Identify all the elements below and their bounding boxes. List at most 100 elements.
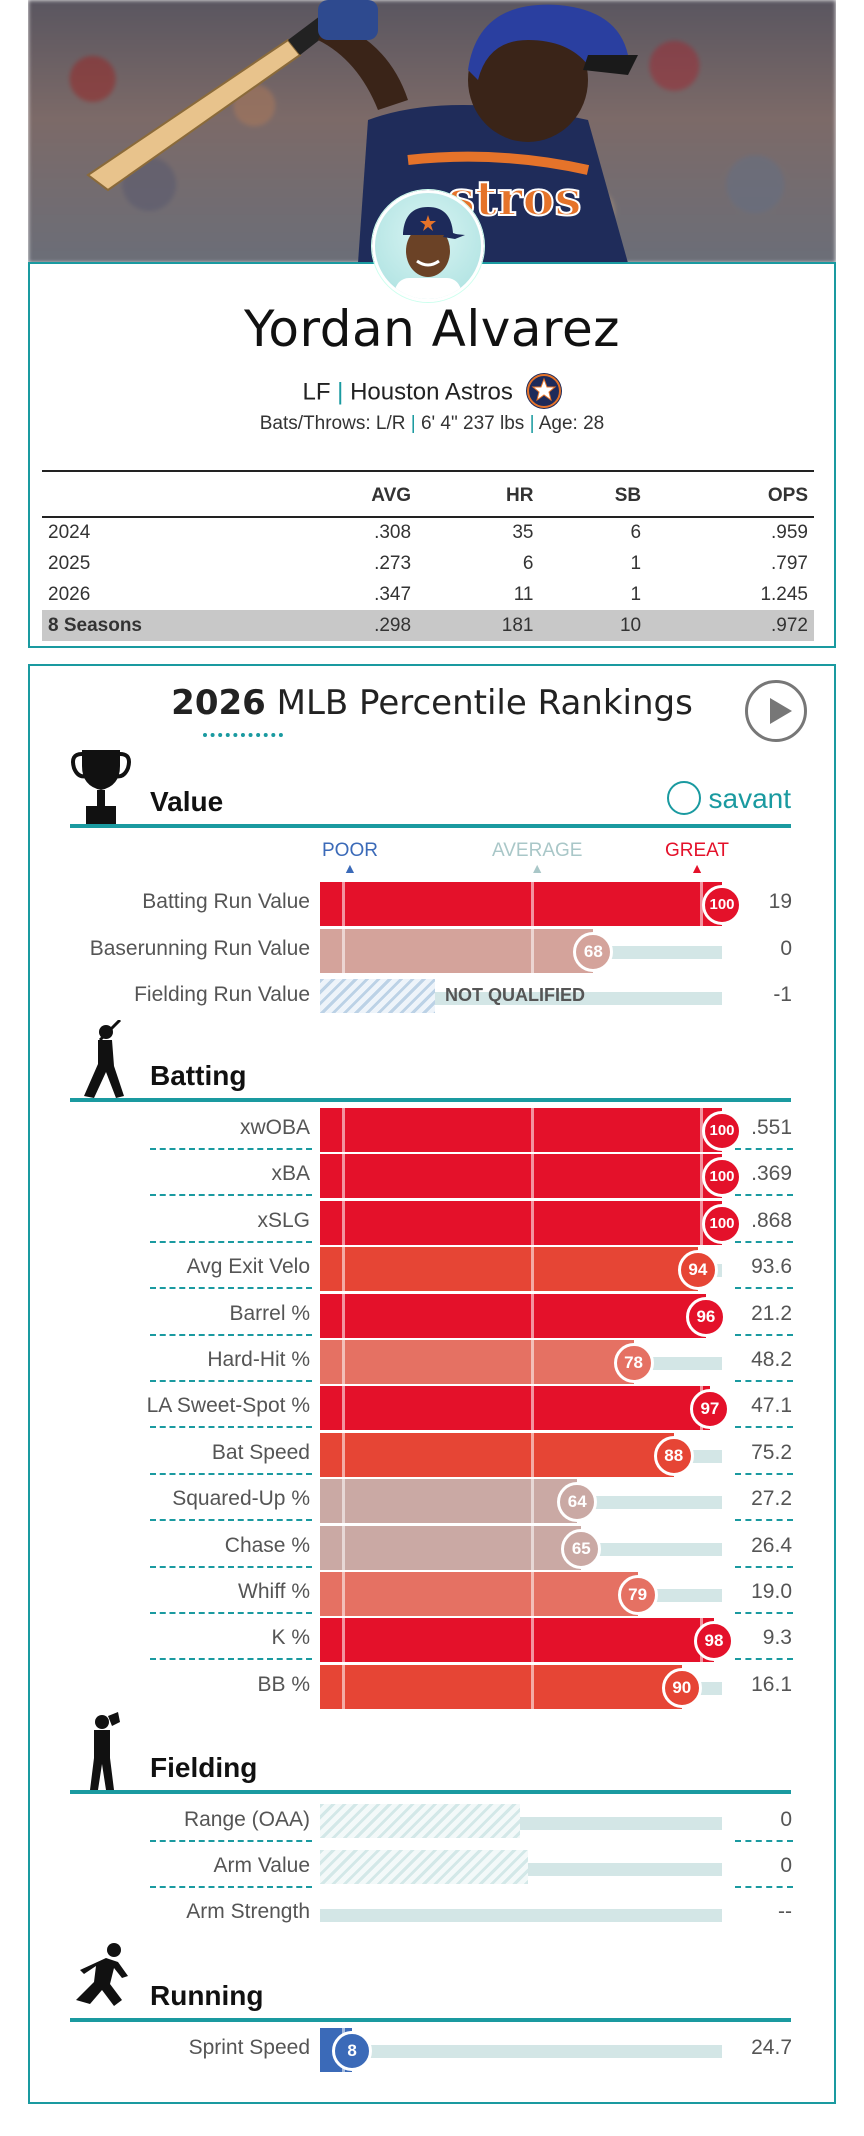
metric-row[interactable]: xBA 100 .369: [0, 1154, 864, 1200]
row-divider: [735, 1472, 793, 1475]
row-divider: [150, 1240, 312, 1243]
metric-value: 21.2: [751, 1301, 792, 1325]
metric-row[interactable]: Whiff % 79 19.0: [0, 1572, 864, 1618]
bar-gridline: [700, 1154, 703, 1199]
stats-header-cell: SB: [539, 470, 648, 518]
player-team: Houston Astros: [350, 378, 513, 406]
metric-value: 26.4: [751, 1533, 792, 1557]
metric-row[interactable]: Barrel % 96 21.2: [0, 1293, 864, 1340]
stats-cell: 1: [630, 583, 642, 605]
row-divider: [150, 1519, 312, 1522]
metric-row[interactable]: Baserunning Run Value 68 0: [0, 928, 864, 975]
baseball-icon: [666, 781, 701, 815]
percentile-bar: [320, 1386, 710, 1431]
scale-poor-label: POOR: [322, 840, 378, 861]
percentile-bubble: 100: [702, 1157, 742, 1198]
metric-row[interactable]: Squared-Up % 64 27.2: [0, 1479, 864, 1525]
percentile-bubble: 8: [332, 2031, 373, 2071]
metric-label: K %: [271, 1626, 310, 1650]
metric-value: 93.6: [751, 1255, 792, 1279]
metric-row[interactable]: Avg Exit Velo 94 93.6: [0, 1247, 864, 1293]
stats-cell: 2025: [48, 552, 91, 574]
metric-value: .868: [751, 1208, 792, 1232]
row-divider: [150, 1565, 312, 1568]
metric-value: 19: [768, 890, 792, 913]
section-running: Running: [70, 1943, 791, 2022]
percentile-bubble: 68: [573, 931, 614, 972]
metric-value: 27.2: [751, 1487, 792, 1511]
play-button[interactable]: [745, 680, 807, 742]
savant-brand[interactable]: savant: [666, 781, 791, 818]
stats-header-row: AVG HR SB OPS: [42, 470, 814, 518]
metric-row[interactable]: Arm Value 0: [0, 1846, 864, 1892]
percentile-bubble: 97: [689, 1389, 730, 1430]
percentile-bubble: 98: [693, 1621, 734, 1662]
metric-label: Squared-Up %: [172, 1487, 310, 1511]
season-stats-table: AVG HR SB OPS 2024 .308 35 6 .959 2025 .273 6 1 .797…: [42, 470, 814, 641]
stats-cell: .273: [374, 552, 412, 574]
metric-label: Hard-Hit %: [207, 1348, 310, 1371]
row-divider: [150, 1380, 312, 1382]
metric-row[interactable]: Range (OAA) 0: [0, 1800, 864, 1846]
headshot-icon: [395, 207, 465, 299]
bar-gridline: [342, 882, 345, 926]
percentile-bar: [320, 882, 722, 926]
arrow-up-icon: ▲: [690, 860, 704, 876]
metric-value: 47.1: [751, 1394, 792, 1418]
metric-row[interactable]: Fielding Run Value NOT QUALIFIED -1: [0, 975, 864, 1021]
metric-label: Barrel %: [229, 1301, 310, 1325]
player-avatar: [372, 190, 484, 302]
player-position: LF: [302, 378, 331, 406]
stats-row: 2026.347 11 1 1.245: [42, 579, 814, 610]
metric-row[interactable]: Chase % 65 26.4: [0, 1525, 864, 1572]
stats-header-cell: OPS: [647, 470, 814, 518]
row-divider: [150, 1472, 312, 1475]
stats-cell: 11: [513, 583, 534, 605]
stats-cell: 10: [539, 610, 648, 641]
row-divider: [735, 1148, 793, 1150]
stats-cell: 35: [512, 522, 534, 543]
metric-label: Whiff %: [238, 1580, 310, 1603]
metric-value: -1: [773, 983, 792, 1006]
metric-row[interactable]: Arm Strength --: [0, 1892, 864, 1938]
percentile-bar: [320, 928, 594, 973]
percentile-bubble: 100: [702, 1203, 742, 1244]
separator: |: [410, 413, 421, 434]
metric-row[interactable]: Batting Run Value 100 19: [0, 882, 864, 928]
percentile-bubble: 65: [561, 1528, 602, 1569]
scale-great-label: GREAT: [665, 840, 730, 861]
player-name: Yordan Alvarez: [244, 300, 620, 358]
metric-row[interactable]: K % 98 9.3: [0, 1618, 864, 1664]
stats-cell: .972: [647, 610, 814, 641]
metric-label: Bat Speed: [211, 1440, 310, 1464]
metric-row[interactable]: xSLG 100 .868: [0, 1200, 864, 1247]
bar-gridline: [531, 1618, 534, 1663]
metric-row[interactable]: Sprint Speed 8 24.7: [0, 2028, 864, 2074]
bar-gridline: [531, 1479, 534, 1524]
stats-cell: .959: [771, 522, 808, 543]
bar-gridline: [342, 1293, 345, 1338]
bar-gridline: [700, 882, 703, 926]
bar-gridline: [531, 1340, 534, 1384]
metric-value: 19.0: [751, 1580, 792, 1603]
percentile-bubble: 78: [613, 1343, 654, 1383]
bar-gridline: [342, 1618, 345, 1663]
bar-gridline: [342, 1664, 345, 1709]
metric-row[interactable]: LA Sweet-Spot % 97 47.1: [0, 1386, 864, 1432]
metric-row[interactable]: Bat Speed 88 75.2: [0, 1432, 864, 1479]
metric-row[interactable]: xwOBA 100 .551: [0, 1108, 864, 1154]
row-divider: [150, 1333, 312, 1336]
scale-great: GREAT ▲: [665, 840, 730, 876]
percentile-bubble: 88: [653, 1435, 694, 1476]
metric-row[interactable]: BB % 90 16.1: [0, 1664, 864, 1711]
row-divider: [150, 1287, 312, 1290]
row-divider: [735, 1565, 793, 1568]
metric-value: 0: [780, 1808, 792, 1831]
astros-logo-icon[interactable]: [525, 373, 562, 409]
bar-gridline: [342, 1200, 345, 1245]
bar-gridline: [531, 882, 534, 926]
stats-cell: .298: [272, 610, 418, 641]
metric-row[interactable]: Hard-Hit % 78 48.2: [0, 1340, 864, 1386]
player-age: Age: 28: [538, 413, 605, 434]
bar-gridline: [531, 1664, 534, 1709]
